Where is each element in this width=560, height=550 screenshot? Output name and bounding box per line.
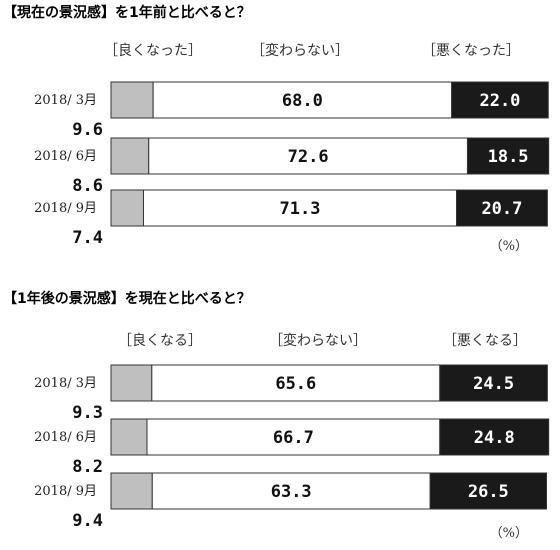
data-label: 7.4 bbox=[72, 228, 103, 248]
data-label: 20.7 bbox=[481, 199, 522, 219]
bar-segment bbox=[110, 364, 153, 402]
data-label: 72.6 bbox=[288, 147, 329, 167]
column-header: ［悪くなる］ bbox=[443, 333, 527, 349]
data-label: 68.0 bbox=[282, 91, 323, 111]
column-header: ［悪くなった］ bbox=[422, 43, 520, 59]
data-label: 8.6 bbox=[72, 176, 103, 196]
column-header: ［良くなる］ bbox=[118, 333, 202, 349]
data-label: 66.7 bbox=[273, 428, 314, 448]
data-label: 18.5 bbox=[488, 147, 529, 167]
category-label: 2018/ 6月 bbox=[34, 149, 97, 164]
data-label: 9.4 bbox=[72, 511, 103, 531]
bar-segment bbox=[110, 472, 153, 510]
bar-segment bbox=[439, 418, 550, 456]
column-header: ［良くなった］ bbox=[104, 43, 202, 59]
data-label: 63.3 bbox=[271, 482, 312, 502]
data-label: 65.6 bbox=[275, 374, 316, 394]
bar-segment bbox=[110, 418, 148, 456]
column-header: ［変わらない］ bbox=[251, 42, 349, 59]
data-label: 22.0 bbox=[479, 91, 520, 111]
unit-label: （%） bbox=[490, 239, 528, 254]
category-label: 2018/ 9月 bbox=[34, 201, 97, 216]
bar-segment bbox=[110, 81, 154, 119]
bar-segment bbox=[142, 189, 457, 227]
category-label: 2018/ 3月 bbox=[34, 93, 97, 108]
data-label: 26.5 bbox=[468, 482, 509, 502]
bar-segment bbox=[148, 137, 468, 175]
data-label: 9.3 bbox=[72, 403, 103, 423]
bar-segment bbox=[451, 81, 549, 119]
bar-segment bbox=[110, 189, 144, 227]
data-label: 8.2 bbox=[72, 457, 103, 477]
bar-segment bbox=[152, 81, 453, 119]
bar-segment bbox=[146, 418, 441, 456]
category-label: 2018/ 9月 bbox=[34, 484, 97, 499]
chart-title: 【1年後の景況感】を現在と比べると？ bbox=[3, 290, 251, 307]
bar-segment bbox=[429, 472, 547, 510]
unit-label: （%） bbox=[490, 526, 528, 541]
chart-title: 【現在の景況感】を1年前と比べると？ bbox=[3, 4, 251, 21]
bar-segment bbox=[439, 364, 548, 402]
category-label: 2018/ 3月 bbox=[34, 376, 97, 391]
bar-segment bbox=[151, 364, 441, 402]
bar-segment bbox=[466, 137, 550, 175]
column-header: ［変わらない］ bbox=[269, 332, 367, 349]
bar-segment bbox=[110, 137, 150, 175]
category-label: 2018/ 6月 bbox=[34, 430, 97, 445]
bar-segment bbox=[455, 189, 548, 227]
data-label: 24.8 bbox=[474, 428, 515, 448]
data-label: 24.5 bbox=[473, 374, 514, 394]
data-label: 9.6 bbox=[72, 120, 103, 140]
data-label: 71.3 bbox=[280, 199, 321, 219]
